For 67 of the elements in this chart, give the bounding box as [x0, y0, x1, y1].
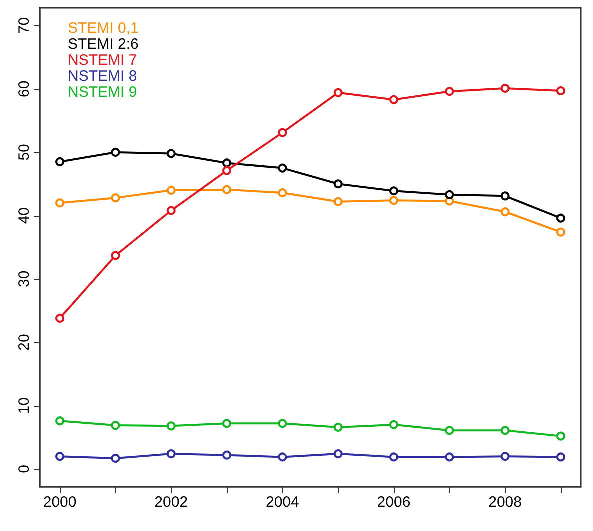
point [389, 420, 398, 430]
x-tick-label: 2000 [43, 494, 77, 511]
point [334, 88, 343, 98]
point [111, 421, 120, 430]
point [500, 84, 510, 93]
point [556, 86, 566, 96]
point [56, 157, 65, 166]
point [445, 87, 454, 96]
point [166, 186, 176, 195]
point [278, 188, 288, 198]
point [445, 426, 454, 436]
point [389, 196, 398, 206]
point [278, 419, 288, 428]
point [445, 190, 454, 200]
y-tick-label: 60 [16, 80, 33, 98]
point [222, 158, 232, 168]
point [334, 197, 343, 206]
point [278, 164, 288, 173]
point [556, 228, 566, 237]
y-tick-label: 50 [16, 144, 33, 161]
point [56, 314, 65, 323]
point [111, 148, 120, 157]
point [278, 452, 288, 462]
point [278, 128, 288, 138]
point [334, 422, 343, 432]
text: NSTEMI 7 [68, 52, 138, 69]
x-tick-label: 2002 [154, 494, 188, 511]
y-tick-label: 20 [16, 334, 33, 351]
point [500, 452, 510, 462]
point [334, 180, 343, 189]
point [111, 454, 120, 463]
y-tick-label: 40 [16, 207, 33, 224]
point [56, 452, 65, 462]
point [500, 426, 510, 436]
point [222, 450, 232, 460]
x-tick-label: 2006 [377, 494, 411, 511]
point [556, 214, 566, 223]
point [389, 95, 398, 104]
y-tick-label: 10 [16, 398, 33, 414]
text: NSTEMI 9 [68, 84, 138, 101]
point [166, 149, 176, 158]
point [166, 450, 176, 459]
point [222, 419, 232, 428]
text: STEMI 2:6 [68, 36, 139, 53]
point [111, 194, 120, 203]
point [556, 432, 566, 441]
point [334, 450, 343, 459]
y-tick-label: 70 [16, 17, 33, 34]
y-tick-label: 30 [16, 270, 33, 288]
point [166, 422, 176, 431]
point [500, 208, 510, 217]
point [445, 452, 454, 462]
x-tick-label: 2004 [266, 494, 300, 511]
text: STEMI 0,1 [68, 20, 139, 37]
y-tick-label: 0 [16, 465, 33, 474]
point [389, 186, 398, 196]
point [556, 452, 566, 462]
point [166, 206, 176, 216]
point [222, 185, 232, 194]
x-tick-label: 2008 [488, 494, 522, 511]
point [56, 416, 65, 426]
point [111, 251, 120, 260]
point [389, 452, 398, 462]
point [56, 198, 65, 208]
point [222, 166, 232, 176]
point [500, 192, 510, 201]
text: NSTEMI 8 [68, 68, 138, 85]
